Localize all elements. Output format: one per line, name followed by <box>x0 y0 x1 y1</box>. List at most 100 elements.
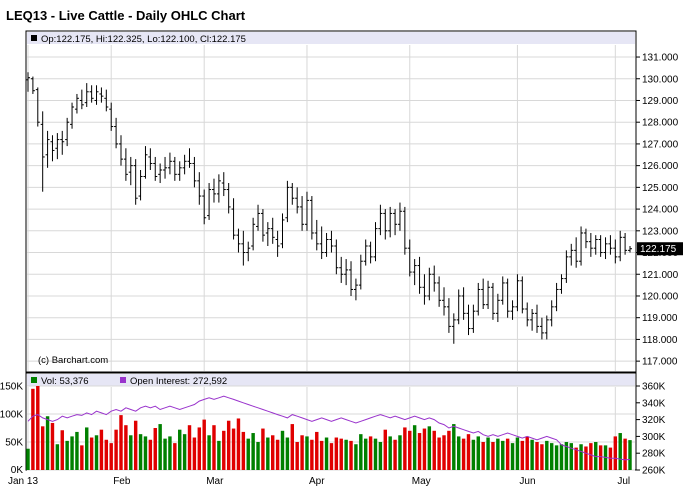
ohlc-bar <box>500 276 505 305</box>
volume-bar <box>212 425 216 470</box>
volume-bar <box>319 440 324 470</box>
ohlc-bar <box>525 302 530 327</box>
date-tick-label: Jan 13 <box>8 476 38 487</box>
ohlc-bar <box>109 102 114 131</box>
date-tick-label: Jul <box>617 476 630 487</box>
volume-bar <box>65 440 69 470</box>
ohlc-bar <box>402 206 407 255</box>
volume-bar <box>148 439 153 470</box>
ohlc-bar <box>628 246 632 253</box>
volume-bar <box>275 439 280 470</box>
oi-tick-label: 280K <box>642 449 666 460</box>
volume-bar <box>226 420 231 470</box>
date-tick-label: May <box>412 476 431 487</box>
volume-bar <box>613 436 618 470</box>
volume-bar <box>163 438 167 470</box>
price-tick-label: 126.000 <box>642 161 679 172</box>
ohlc-bar <box>549 300 554 327</box>
volume-bar <box>505 438 510 470</box>
ohlc-bar <box>309 196 314 240</box>
volume-bar <box>114 429 118 470</box>
ohlc-bar <box>535 304 540 333</box>
ohlc-bar <box>138 169 143 201</box>
volume-bar <box>31 388 35 470</box>
ohlc-bar <box>192 156 197 188</box>
ohlc-bar <box>226 183 231 214</box>
ohlc-bar <box>397 202 402 231</box>
volume-bar <box>579 444 583 470</box>
volume-bar <box>236 418 241 470</box>
ohlc-bar <box>490 282 495 320</box>
chart-title: LEQ13 - Live Cattle - Daily OHLC Chart <box>6 8 246 23</box>
price-tick-label: 119.000 <box>642 313 678 324</box>
price-tick-label: 128.000 <box>642 118 679 129</box>
ohlc-bar <box>265 222 270 247</box>
ohlc-bar <box>481 278 486 310</box>
volume-bar <box>153 428 157 470</box>
volume-bar <box>129 435 133 470</box>
ohlc-bar <box>623 232 628 255</box>
ohlc-bar <box>559 274 564 294</box>
volume-bar <box>261 428 265 470</box>
ohlc-bar <box>353 278 358 301</box>
ohlc-bar <box>442 287 447 316</box>
volume-bar <box>285 437 290 470</box>
ohlc-bar <box>539 317 544 340</box>
ohlc-bar <box>417 256 422 294</box>
volume-bar <box>349 440 353 470</box>
ohlc-bar <box>70 102 75 129</box>
volume-bar <box>75 431 79 470</box>
ohlc-bar <box>202 189 207 225</box>
volume-bar <box>368 436 373 470</box>
volume-bar <box>476 436 480 470</box>
ohlc-bar <box>564 250 569 283</box>
price-panel <box>25 30 637 373</box>
volume-bar <box>344 439 348 470</box>
ohlc-bar <box>349 261 354 296</box>
volume-bar <box>158 424 162 470</box>
volume-bar <box>442 435 446 470</box>
price-tick-label: 120.000 <box>642 291 679 302</box>
ohlc-bar <box>153 156 158 181</box>
volume-bar <box>486 437 490 470</box>
ohlc-bar <box>74 93 79 114</box>
volume-bar <box>388 436 392 470</box>
volume-bar <box>50 422 55 470</box>
ohlc-bar <box>207 183 212 220</box>
ohlc-legend-swatch <box>31 35 37 41</box>
ohlc-bar <box>256 204 261 231</box>
ohlc-bar <box>128 156 133 186</box>
volume-bar <box>594 442 598 470</box>
ohlc-bar <box>588 232 593 257</box>
ohlc-bar <box>187 148 192 168</box>
volume-legend-swatch <box>31 377 37 383</box>
ohlc-bar <box>466 304 471 336</box>
ohlc-bar <box>422 274 427 305</box>
volume-bar <box>432 430 436 470</box>
volume-bar <box>559 444 564 470</box>
volume-bar <box>496 438 500 470</box>
volume-bar <box>574 447 578 470</box>
ohlc-bar <box>60 130 65 155</box>
ohlc-bar <box>613 239 618 264</box>
volume-bar <box>55 444 60 470</box>
ohlc-bar <box>344 259 349 286</box>
ohlc-bar <box>26 72 30 92</box>
ohlc-bar <box>583 228 588 249</box>
volume-bar <box>80 445 84 470</box>
volume-bar <box>266 437 270 470</box>
volume-bar <box>623 438 627 470</box>
ohlc-bar <box>216 174 221 203</box>
price-tick-label: 117.000 <box>642 357 678 368</box>
ohlc-bar <box>569 243 574 266</box>
ohlc-bar <box>99 87 104 103</box>
volume-bar <box>202 419 206 470</box>
volume-bar <box>231 428 236 470</box>
ohlc-bar <box>608 235 613 255</box>
volume-bar <box>549 443 554 470</box>
last-price-label: 122.175 <box>640 244 677 255</box>
ohlc-bar <box>251 217 256 251</box>
volume-bar <box>300 435 304 470</box>
volume-bar <box>217 440 221 470</box>
ohlc-bar <box>79 89 84 110</box>
